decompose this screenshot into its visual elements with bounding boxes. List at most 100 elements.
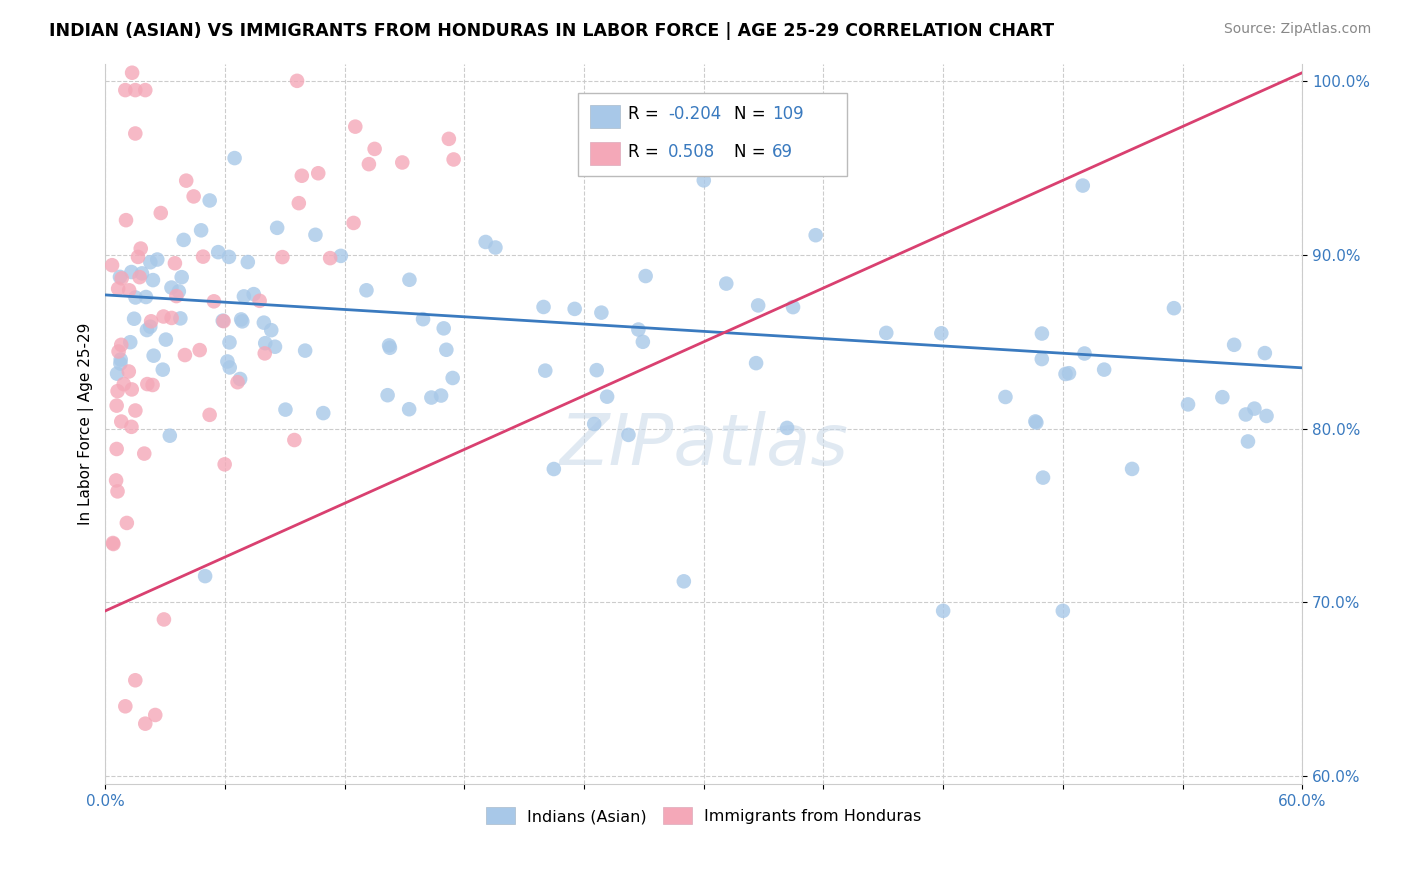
- Point: [153, 612, 176, 626]
- Text: INDIAN (ASIAN) VS IMMIGRANTS FROM HONDURAS IN LABOR FORCE | AGE 25-29 CORRELATIO: INDIAN (ASIAN) VS IMMIGRANTS FROM HONDUR…: [49, 22, 1054, 40]
- Point: [242, 287, 264, 301]
- Point: [474, 235, 496, 249]
- Point: [198, 408, 221, 422]
- Point: [107, 384, 129, 398]
- Point: [533, 300, 555, 314]
- Point: [142, 349, 165, 363]
- Point: [107, 484, 129, 499]
- Point: [160, 310, 183, 325]
- Point: [146, 252, 169, 267]
- Point: [288, 196, 311, 211]
- Text: R =: R =: [628, 105, 665, 123]
- Point: [437, 132, 460, 146]
- Point: [174, 348, 197, 362]
- Point: [103, 537, 125, 551]
- Point: [139, 255, 162, 269]
- Point: [120, 265, 142, 279]
- Point: [283, 433, 305, 447]
- Text: R =: R =: [628, 143, 665, 161]
- Point: [804, 228, 827, 243]
- Point: [1121, 462, 1143, 476]
- Point: [543, 462, 565, 476]
- Text: Source: ZipAtlas.com: Source: ZipAtlas.com: [1223, 22, 1371, 37]
- Point: [218, 335, 240, 350]
- Point: [159, 428, 181, 442]
- Point: [173, 233, 195, 247]
- Point: [693, 173, 716, 187]
- Point: [142, 273, 165, 287]
- Point: [134, 716, 156, 731]
- Point: [672, 574, 695, 589]
- Point: [124, 673, 146, 688]
- Point: [434, 343, 457, 357]
- Point: [1032, 470, 1054, 484]
- Point: [591, 305, 613, 319]
- Point: [596, 390, 619, 404]
- Point: [344, 120, 367, 134]
- Point: [264, 340, 287, 354]
- Point: [202, 294, 225, 309]
- Y-axis label: In Labor Force | Age 25-29: In Labor Force | Age 25-29: [79, 323, 94, 525]
- Point: [105, 367, 128, 381]
- Point: [217, 354, 239, 368]
- Point: [124, 403, 146, 417]
- Point: [155, 333, 177, 347]
- Point: [1092, 362, 1115, 376]
- Point: [253, 346, 276, 360]
- Point: [634, 268, 657, 283]
- Point: [198, 194, 221, 208]
- Legend: Indians (Asian), Immigrants from Honduras: Indians (Asian), Immigrants from Hondura…: [479, 801, 928, 830]
- Point: [776, 421, 799, 435]
- Point: [214, 458, 236, 472]
- Point: [218, 250, 240, 264]
- Point: [342, 216, 364, 230]
- Point: [174, 174, 197, 188]
- Point: [101, 536, 124, 550]
- Point: [271, 250, 294, 264]
- Point: [142, 378, 165, 392]
- Point: [994, 390, 1017, 404]
- Point: [129, 242, 152, 256]
- Bar: [591, 142, 620, 165]
- Point: [412, 312, 434, 326]
- Point: [534, 363, 557, 377]
- Point: [1071, 178, 1094, 193]
- Point: [231, 312, 253, 326]
- Point: [194, 569, 217, 583]
- Point: [124, 83, 146, 97]
- Point: [260, 323, 283, 337]
- Point: [124, 290, 146, 304]
- Point: [110, 415, 132, 429]
- Point: [356, 283, 378, 297]
- Text: 109: 109: [772, 105, 804, 123]
- Point: [1243, 401, 1265, 416]
- FancyBboxPatch shape: [578, 93, 848, 176]
- Point: [128, 270, 150, 285]
- Point: [127, 250, 149, 264]
- Point: [211, 314, 233, 328]
- Point: [152, 362, 174, 376]
- Point: [583, 417, 606, 431]
- Point: [111, 271, 134, 285]
- Point: [167, 285, 190, 299]
- Point: [617, 428, 640, 442]
- Point: [229, 372, 252, 386]
- Point: [782, 300, 804, 314]
- Point: [135, 323, 157, 337]
- Point: [294, 343, 316, 358]
- Point: [564, 301, 586, 316]
- Point: [1054, 367, 1077, 381]
- Point: [236, 255, 259, 269]
- Point: [254, 336, 277, 351]
- Point: [931, 326, 953, 341]
- Point: [745, 356, 768, 370]
- Point: [108, 269, 131, 284]
- Point: [107, 282, 129, 296]
- Point: [152, 310, 174, 324]
- Text: ZIPatlas: ZIPatlas: [560, 411, 848, 481]
- Point: [398, 273, 420, 287]
- Point: [285, 74, 308, 88]
- Point: [110, 352, 132, 367]
- Point: [212, 314, 235, 328]
- Point: [115, 516, 138, 530]
